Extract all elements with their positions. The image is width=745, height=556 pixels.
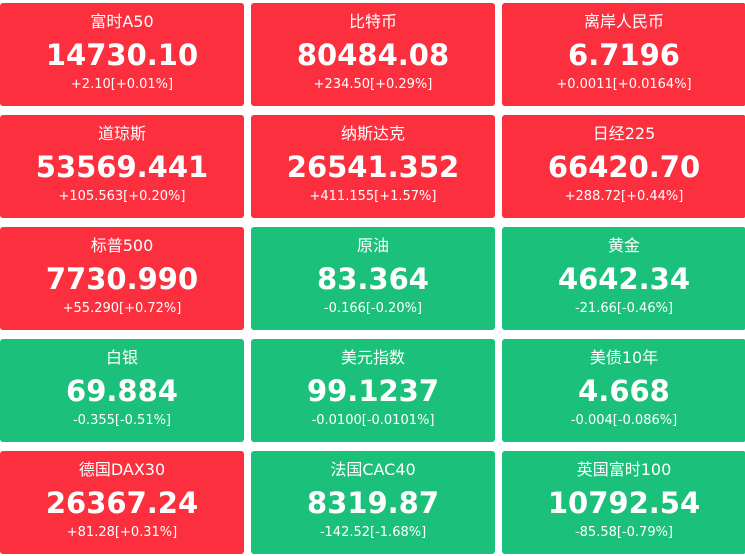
quote-change: +2.10[+0.01%] xyxy=(70,77,174,92)
quote-change: +234.50[+0.29%] xyxy=(313,77,433,92)
quote-tile[interactable]: 原油 83.364 -0.166[-0.20%] xyxy=(251,227,495,330)
quote-price: 83.364 xyxy=(317,262,429,296)
quote-tile[interactable]: 白银 69.884 -0.355[-0.51%] xyxy=(0,339,244,442)
quote-change: +55.290[+0.72%] xyxy=(62,301,182,316)
quote-change: -0.166[-0.20%] xyxy=(323,301,423,316)
quote-name: 法国CAC40 xyxy=(330,460,416,479)
quote-change: -85.58[-0.79%] xyxy=(574,525,674,540)
quote-tile[interactable]: 标普500 7730.990 +55.290[+0.72%] xyxy=(0,227,244,330)
quote-name: 德国DAX30 xyxy=(78,460,166,479)
quote-price: 69.884 xyxy=(66,374,178,408)
quote-price: 7730.990 xyxy=(45,262,199,296)
quote-change: +411.155[+1.57%] xyxy=(309,189,437,204)
quote-name: 道琼斯 xyxy=(97,124,146,143)
quote-price: 53569.441 xyxy=(35,150,209,184)
quote-name: 白银 xyxy=(105,348,138,367)
quote-tile[interactable]: 比特币 80484.08 +234.50[+0.29%] xyxy=(251,3,495,106)
quote-change: +288.72[+0.44%] xyxy=(564,189,684,204)
quote-name: 日经225 xyxy=(592,124,656,143)
quote-change: -0.004[-0.086%] xyxy=(570,413,678,428)
quote-price: 26541.352 xyxy=(286,150,460,184)
quote-change: +105.563[+0.20%] xyxy=(58,189,186,204)
quote-tile[interactable]: 日经225 66420.70 +288.72[+0.44%] xyxy=(502,115,745,218)
quote-name: 黄金 xyxy=(607,236,640,255)
quote-price: 99.1237 xyxy=(306,374,440,408)
quote-tile[interactable]: 德国DAX30 26367.24 +81.28[+0.31%] xyxy=(0,451,244,554)
quote-price: 66420.70 xyxy=(547,150,701,184)
quote-name: 离岸人民币 xyxy=(583,12,664,31)
quote-price: 10792.54 xyxy=(547,486,701,520)
quote-tile[interactable]: 纳斯达克 26541.352 +411.155[+1.57%] xyxy=(251,115,495,218)
quote-tile[interactable]: 黄金 4642.34 -21.66[-0.46%] xyxy=(502,227,745,330)
quote-change: -142.52[-1.68%] xyxy=(319,525,427,540)
quote-tile[interactable]: 法国CAC40 8319.87 -142.52[-1.68%] xyxy=(251,451,495,554)
quote-price: 14730.10 xyxy=(45,38,199,72)
quote-name: 标普500 xyxy=(90,236,154,255)
quote-tile[interactable]: 富时A50 14730.10 +2.10[+0.01%] xyxy=(0,3,244,106)
quote-tile[interactable]: 道琼斯 53569.441 +105.563[+0.20%] xyxy=(0,115,244,218)
quote-name: 英国富时100 xyxy=(576,460,672,479)
quote-name: 美债10年 xyxy=(589,348,659,367)
quote-price: 4.668 xyxy=(578,374,670,408)
quote-tile[interactable]: 离岸人民币 6.7196 +0.0011[+0.0164%] xyxy=(502,3,745,106)
quote-tile[interactable]: 美债10年 4.668 -0.004[-0.086%] xyxy=(502,339,745,442)
quote-change: +0.0011[+0.0164%] xyxy=(556,77,692,92)
quote-name: 原油 xyxy=(356,236,389,255)
quote-price: 8319.87 xyxy=(306,486,440,520)
quote-change: -21.66[-0.46%] xyxy=(574,301,674,316)
quote-name: 纳斯达克 xyxy=(340,124,405,143)
quote-change: -0.355[-0.51%] xyxy=(72,413,172,428)
quote-change: +81.28[+0.31%] xyxy=(66,525,178,540)
quote-price: 80484.08 xyxy=(296,38,450,72)
quote-tile[interactable]: 美元指数 99.1237 -0.0100[-0.0101%] xyxy=(251,339,495,442)
quote-name: 美元指数 xyxy=(340,348,405,367)
quote-price: 4642.34 xyxy=(557,262,691,296)
quote-price: 6.7196 xyxy=(568,38,680,72)
quote-change: -0.0100[-0.0101%] xyxy=(311,413,435,428)
quote-name: 富时A50 xyxy=(90,12,154,31)
quote-tile[interactable]: 英国富时100 10792.54 -85.58[-0.79%] xyxy=(502,451,745,554)
quote-price: 26367.24 xyxy=(45,486,199,520)
quote-name: 比特币 xyxy=(348,12,397,31)
